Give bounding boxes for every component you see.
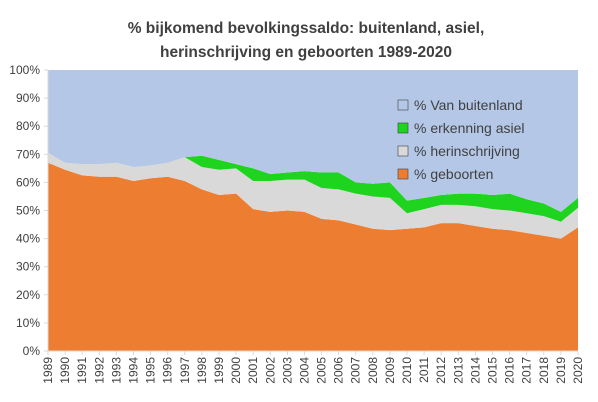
x-tick-label-1997: 1997 xyxy=(178,357,192,384)
area-erkenning-asiel xyxy=(48,152,578,222)
y-tick-label-70: 70% xyxy=(16,147,40,161)
x-tick-label-2007: 2007 xyxy=(349,357,363,384)
x-tick-label-2010: 2010 xyxy=(400,357,414,384)
y-tick-label-60: 60% xyxy=(16,175,40,189)
y-tick-label-50: 50% xyxy=(16,204,40,218)
chart-title-line-1: % bijkomend bevolkingssaldo: buitenland,… xyxy=(128,20,485,37)
x-tick-label-2000: 2000 xyxy=(229,357,243,384)
x-tick-label-2018: 2018 xyxy=(537,357,551,384)
y-tick-label-90: 90% xyxy=(16,91,40,105)
x-tick-label-2014: 2014 xyxy=(468,357,482,384)
x-tick-label-1998: 1998 xyxy=(195,357,209,384)
x-tick-label-2001: 2001 xyxy=(246,357,260,384)
legend-swatch-geboorten xyxy=(397,168,409,180)
legend-swatch-van-buitenland xyxy=(397,99,409,111)
y-tick-label-0: 0% xyxy=(23,344,41,358)
x-tick-label-2003: 2003 xyxy=(280,357,294,384)
y-tick-label-10: 10% xyxy=(16,316,40,330)
x-tick-label-1990: 1990 xyxy=(58,357,72,384)
x-tick-label-1991: 1991 xyxy=(75,357,89,384)
x-tick-label-2019: 2019 xyxy=(554,357,568,384)
x-tick-label-2006: 2006 xyxy=(332,357,346,384)
legend-label-herinschrijving: % herinschrijving xyxy=(414,143,520,159)
legend-label-van-buitenland: % Van buitenland xyxy=(414,97,523,113)
x-tick-label-1989: 1989 xyxy=(41,357,55,384)
y-axis: 0% 10% 20% 30% 40% 50% 60% 70% 80% 90% 100% xyxy=(9,63,49,358)
x-axis: 1989 1990 1991 1992 1993 1994 1995 1996 1997 1998… xyxy=(41,350,585,384)
y-tick-label-30: 30% xyxy=(16,260,40,274)
legend: % Van buitenland % erkenning asiel % herin… xyxy=(397,97,525,182)
area-herinschrijving xyxy=(48,152,578,239)
legend-swatch-herinschrijving xyxy=(397,145,409,157)
areas-layer xyxy=(48,70,578,351)
x-tick-label-2009: 2009 xyxy=(383,357,397,384)
x-tick-label-2013: 2013 xyxy=(451,357,465,384)
x-tick-label-2004: 2004 xyxy=(297,357,311,384)
x-tick-label-1994: 1994 xyxy=(126,357,140,384)
chart-title-line-2: herinschrijving en geboorten 1989-2020 xyxy=(160,44,452,61)
x-tick-label-2011: 2011 xyxy=(417,357,431,383)
x-tick-label-2016: 2016 xyxy=(503,357,517,384)
x-tick-label-1995: 1995 xyxy=(144,357,158,384)
y-tick-label-20: 20% xyxy=(16,288,40,302)
x-tick-label-2012: 2012 xyxy=(434,357,448,384)
legend-swatch-erkenning-asiel xyxy=(397,122,409,134)
area-van-buitenland xyxy=(48,70,578,212)
x-tick-label-2017: 2017 xyxy=(520,357,534,384)
x-tick-label-2005: 2005 xyxy=(315,357,329,384)
x-tick-label-2002: 2002 xyxy=(263,357,277,384)
x-tick-label-1992: 1992 xyxy=(92,357,106,384)
y-tick-label-40: 40% xyxy=(16,232,40,246)
legend-label-erkenning-asiel: % erkenning asiel xyxy=(414,120,525,136)
y-tick-label-100: 100% xyxy=(9,63,40,77)
x-tick-label-2015: 2015 xyxy=(486,357,500,384)
y-tick-label-80: 80% xyxy=(16,119,40,133)
legend-label-geboorten: % geboorten xyxy=(414,166,493,182)
area-geboorten xyxy=(48,162,578,351)
x-tick-label-1999: 1999 xyxy=(212,357,226,384)
x-tick-label-1993: 1993 xyxy=(109,357,123,384)
x-tick-label-2020: 2020 xyxy=(571,357,585,384)
x-tick-label-2008: 2008 xyxy=(366,357,380,384)
x-tick-label-1996: 1996 xyxy=(161,357,175,384)
